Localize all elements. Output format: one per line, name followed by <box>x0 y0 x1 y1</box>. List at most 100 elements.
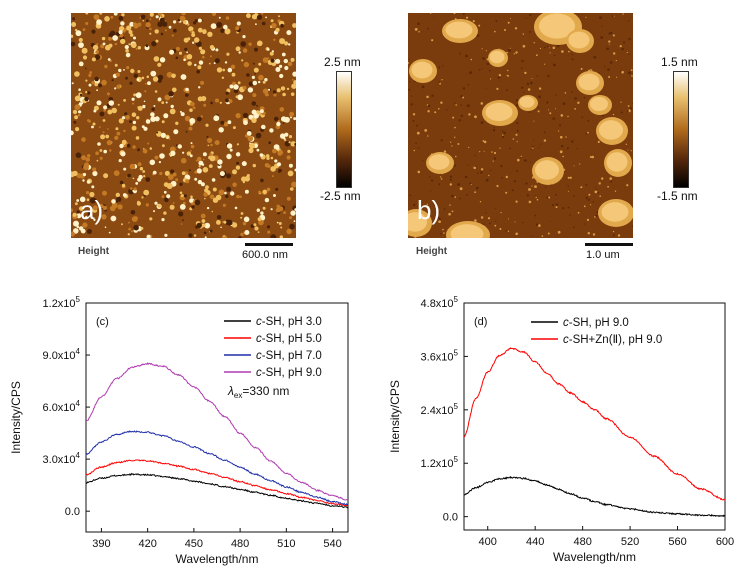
afm-a-grain <box>171 34 174 37</box>
afm-a-grain <box>115 192 120 198</box>
afm-a-grain <box>279 235 283 239</box>
afm-b-speck <box>601 25 603 27</box>
afm-a-grain <box>260 211 264 215</box>
afm-a-grain <box>278 222 282 225</box>
afm-a-grain <box>254 226 259 231</box>
afm-a-grain <box>202 152 207 157</box>
afm-b-speck <box>438 217 441 220</box>
afm-a-grain <box>92 44 99 51</box>
afm-b-speck <box>576 148 578 150</box>
afm-a-grain <box>234 206 238 210</box>
afm-a-grain <box>135 182 139 185</box>
afm-a-grain <box>92 167 97 172</box>
afm-a-grain <box>225 91 229 95</box>
afm-b-speck <box>479 151 481 153</box>
afm-a-grain <box>130 187 133 190</box>
afm-a-grain <box>72 170 78 177</box>
afm-a-grain <box>117 204 123 210</box>
afm-b-speck <box>548 47 550 49</box>
afm-a-grain <box>131 42 137 49</box>
afm-b-speck <box>440 232 442 235</box>
afm-b-speck <box>438 183 441 186</box>
afm-a-grain <box>290 92 295 96</box>
afm-b-speck <box>482 140 485 142</box>
afm-b-speck <box>441 79 443 81</box>
afm-a-grain <box>157 204 162 208</box>
afm-a-grain <box>277 120 280 123</box>
x-tick-label: 480 <box>231 538 249 550</box>
afm-b-speck <box>549 112 552 115</box>
afm-a-grain <box>102 42 106 46</box>
afm-a-grain <box>232 182 237 187</box>
afm-a-grain <box>261 21 266 26</box>
afm-a-grain <box>226 153 232 160</box>
afm-a-grain <box>267 164 271 168</box>
afm-a-grain <box>170 104 174 109</box>
afm-b-speck <box>591 155 594 159</box>
afm-a-grain <box>216 220 221 225</box>
afm-a-grain <box>194 63 197 67</box>
afm-b-speck <box>459 187 463 191</box>
afm-a-grain <box>201 163 205 166</box>
afm-a-grain <box>79 93 83 97</box>
afm-b-speck <box>503 131 506 135</box>
afm-a-grain <box>258 62 262 66</box>
afm-a-grain <box>200 49 206 55</box>
afm-b-speck <box>590 204 592 206</box>
afm-a-grain <box>273 194 276 197</box>
afm-a-grain <box>137 106 140 108</box>
afm-b-speck <box>609 61 613 64</box>
afm-a-grain <box>256 208 260 212</box>
afm-a-grain <box>114 63 118 67</box>
afm-a-grain <box>204 222 211 229</box>
afm-b-speck <box>507 218 509 220</box>
afm-a-grain <box>279 73 284 79</box>
afm-b-speck <box>480 168 484 171</box>
afm-a-grain <box>86 229 92 234</box>
afm-a-grain <box>242 85 247 90</box>
afm-a-grain <box>211 178 216 182</box>
afm-b-speck <box>608 43 610 45</box>
afm-a-grain <box>288 163 293 168</box>
afm-b-speck <box>543 139 547 142</box>
afm-b-speck <box>478 69 481 71</box>
afm-a-grain <box>142 104 146 109</box>
afm-b-speck <box>526 194 529 197</box>
afm-a-grain <box>162 144 165 148</box>
afm-a-grain <box>115 72 120 77</box>
afm-a-grain <box>179 182 183 186</box>
afm-b-speck <box>573 165 575 167</box>
afm-b-speck <box>533 42 535 44</box>
afm-a-grain <box>139 16 142 19</box>
afm-b-speck <box>613 52 616 55</box>
afm-b-speck <box>574 97 577 100</box>
afm-a-grain <box>143 175 146 178</box>
afm-b-speck <box>579 163 581 165</box>
afm-a-grain <box>196 116 202 122</box>
afm-b-speck <box>532 145 534 148</box>
afm-b-speck <box>544 46 546 49</box>
afm-a-grain <box>75 202 78 206</box>
afm-b-speck <box>564 92 567 94</box>
afm-a-grain <box>131 112 137 117</box>
afm-a-grain <box>88 73 92 77</box>
afm-a-grain <box>105 44 111 51</box>
afm-a-grain <box>166 194 171 199</box>
afm-a-grain <box>157 21 163 28</box>
afm-b-speck <box>495 220 497 222</box>
afm-a-grain <box>225 98 229 103</box>
afm-b-speck <box>583 223 585 225</box>
afm-a-grain <box>85 22 89 25</box>
chart-c: 390 420 450 480 510 540 0.0 3.0x104 6.0x104 9.0x1… <box>9 295 349 566</box>
afm-b-speck <box>585 196 588 200</box>
afm-b-speck <box>581 116 584 118</box>
afm-b-speck <box>466 16 469 19</box>
afm-a-grain <box>71 82 74 85</box>
afm-a-grain <box>243 216 250 223</box>
afm-a-grain <box>137 148 140 152</box>
afm-b-speck <box>467 84 469 86</box>
afm-b-speck <box>595 188 597 190</box>
afm-b-speck <box>525 182 528 185</box>
afm-b-speck <box>523 91 525 93</box>
afm-a-grain <box>256 148 260 152</box>
